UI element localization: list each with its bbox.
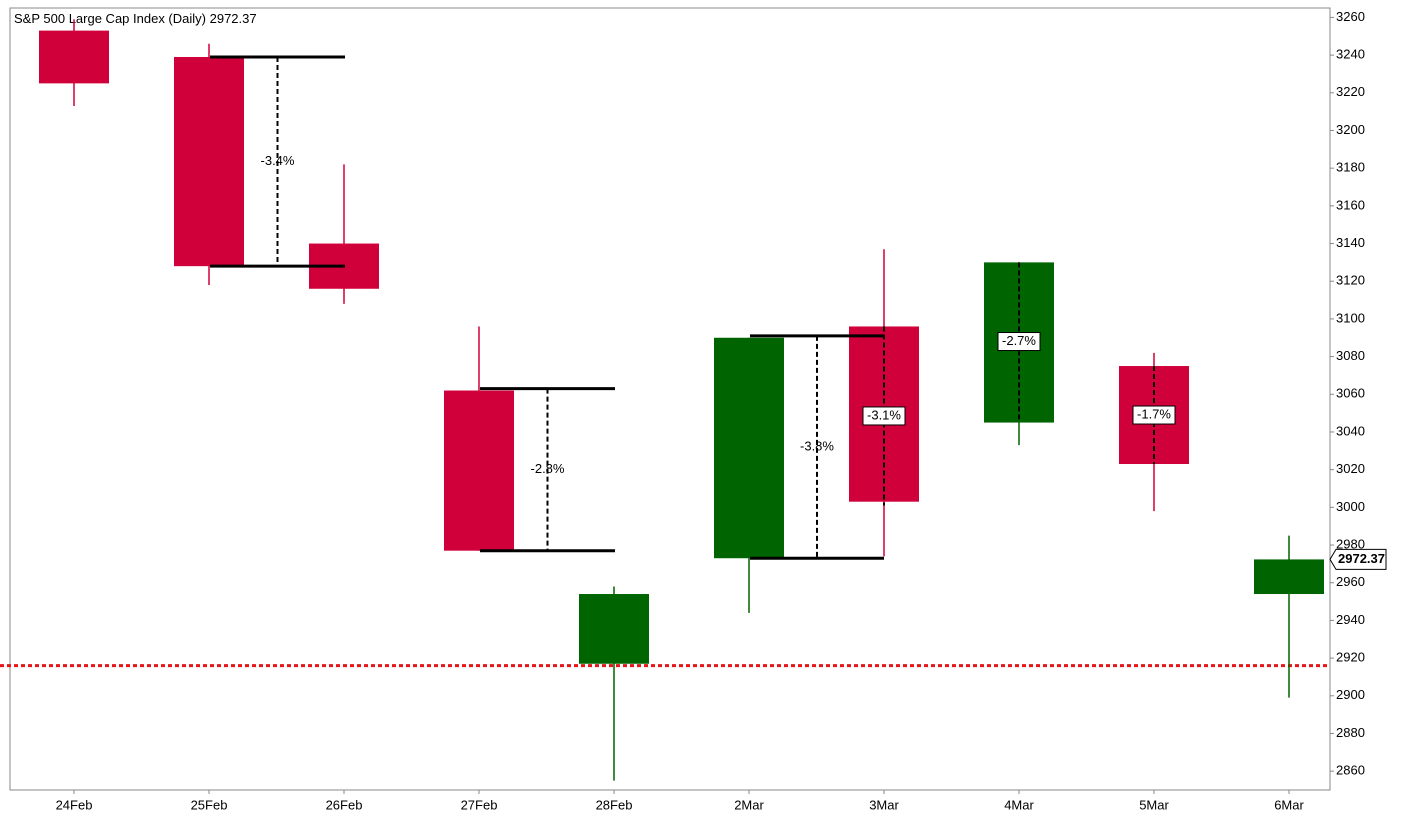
y-tick-label: 3160 [1336, 197, 1365, 212]
y-tick-label: 3100 [1336, 310, 1365, 325]
y-tick-label: 3120 [1336, 273, 1365, 288]
x-tick-label: 25Feb [191, 797, 228, 812]
x-tick-label: 4Mar [1004, 797, 1034, 812]
title-text: S&P 500 Large Cap Index (Daily) [14, 11, 206, 26]
y-tick-label: 2920 [1336, 650, 1365, 665]
candle-body [714, 337, 784, 559]
bracket-label: -2.8% [531, 461, 565, 476]
y-tick-label: 3020 [1336, 461, 1365, 476]
candle-body [444, 390, 514, 551]
candle-body [1254, 559, 1324, 595]
y-tick-label: 2940 [1336, 612, 1365, 627]
label-box [997, 332, 1041, 352]
y-tick-label: 3200 [1336, 122, 1365, 137]
y-tick-label: 3140 [1336, 235, 1365, 250]
label-box [1132, 405, 1176, 425]
title-last: 2972.37 [210, 11, 257, 26]
y-tick-label: 3080 [1336, 348, 1365, 363]
y-tick-label: 2880 [1336, 725, 1365, 740]
y-tick-label: 3220 [1336, 84, 1365, 99]
last-price-label: 2972.37 [1338, 551, 1385, 566]
bracket-label: -3.8% [800, 438, 834, 453]
label-box [862, 406, 906, 426]
y-tick-label: 2960 [1336, 574, 1365, 589]
x-tick-label: 3Mar [869, 797, 899, 812]
y-tick-label: 3040 [1336, 423, 1365, 438]
y-tick-label: 2860 [1336, 763, 1365, 778]
bracket-label: -1.7% [1137, 406, 1171, 421]
x-tick-label: 2Mar [734, 797, 764, 812]
last-price-box [1329, 548, 1387, 570]
x-tick-label: 24Feb [56, 797, 93, 812]
x-tick-label: 28Feb [596, 797, 633, 812]
y-tick-label: 3060 [1336, 386, 1365, 401]
x-tick-label: 26Feb [326, 797, 363, 812]
x-tick-label: 5Mar [1139, 797, 1169, 812]
y-tick-label: 3000 [1336, 499, 1365, 514]
x-tick-label: 27Feb [461, 797, 498, 812]
candle-body [39, 30, 109, 84]
chart-title: S&P 500 Large Cap Index (Daily) 2972.37 [14, 11, 257, 26]
y-tick-label: 3240 [1336, 47, 1365, 62]
candle-body [174, 56, 244, 267]
y-tick-label: 2900 [1336, 687, 1365, 702]
bracket-label: -3.1% [867, 407, 901, 422]
y-tick-label: 2980 [1336, 536, 1365, 551]
plot-frame [9, 7, 1331, 791]
bracket-label: -3.4% [261, 153, 295, 168]
bracket-label: -2.7% [1002, 333, 1036, 348]
x-tick-label: 6Mar [1274, 797, 1304, 812]
y-tick-label: 3260 [1336, 9, 1365, 24]
candle-body [579, 594, 649, 664]
y-tick-label: 3180 [1336, 160, 1365, 175]
